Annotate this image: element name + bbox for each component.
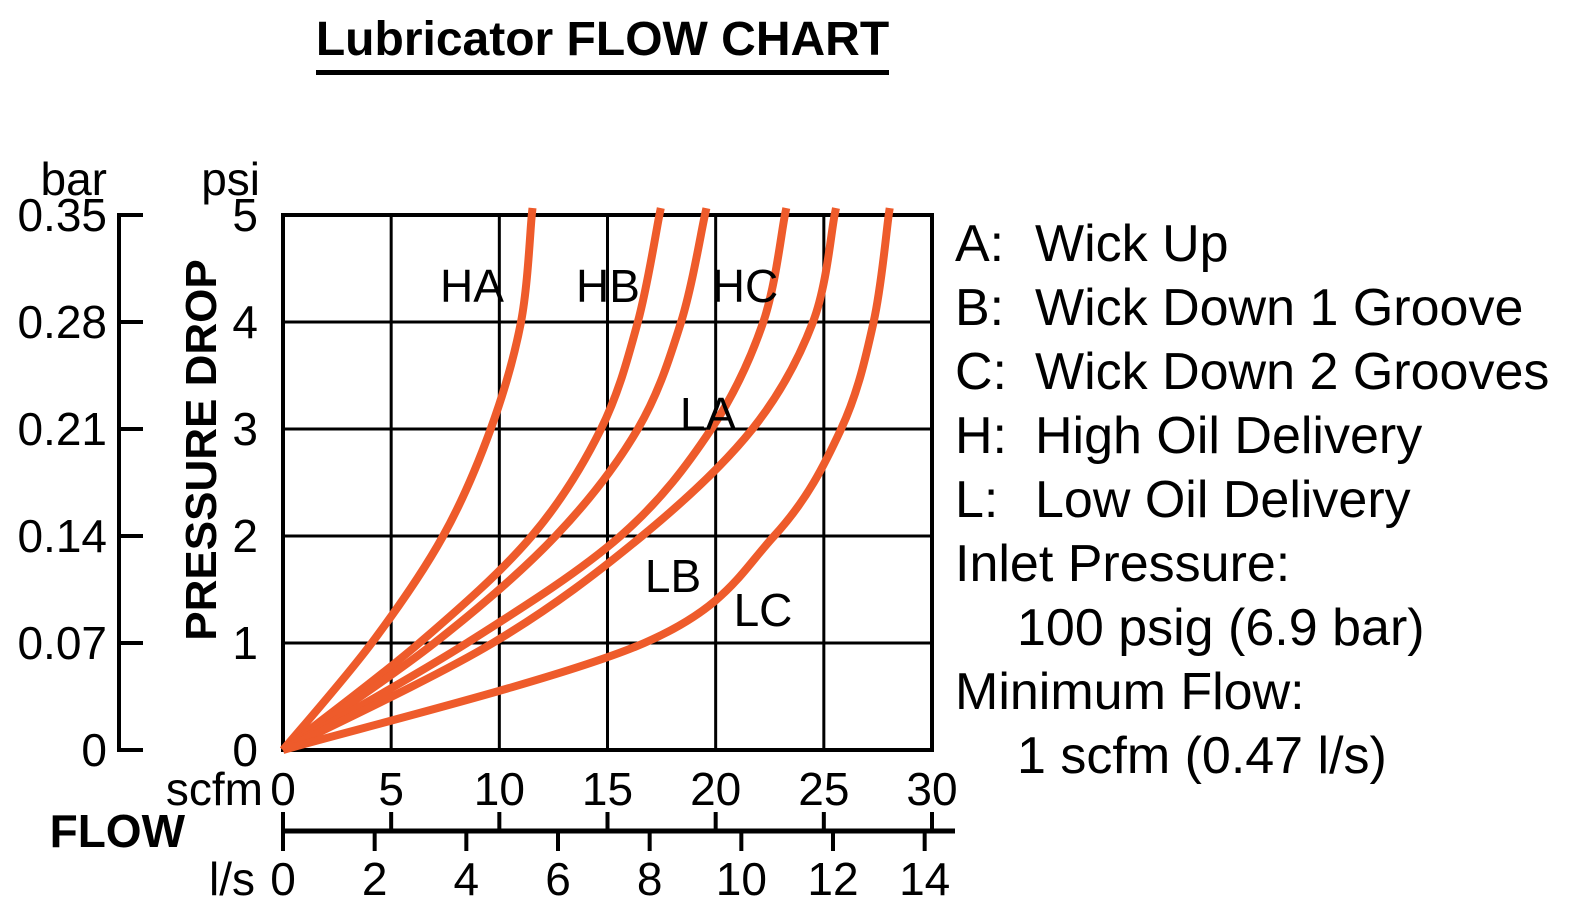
legend-key: A: — [955, 215, 1005, 273]
ls-tick-label: 8 — [636, 853, 663, 905]
ls-tick-label: 0 — [270, 853, 296, 905]
ls-tick-label: 4 — [453, 853, 480, 905]
psi-tick-label: 0 — [232, 724, 258, 776]
bar-tick-label: 0.35 — [17, 189, 107, 241]
legend-key: C: — [955, 343, 1007, 401]
legend-text: Low Oil Delivery — [1035, 471, 1411, 529]
curve-label-lc: LC — [733, 584, 793, 636]
legend-text: Wick Down 1 Groove — [1035, 279, 1524, 337]
legend: A: Wick Up B: Wick Down 1 Groove C: Wick Down… — [955, 212, 1565, 788]
plot-border — [281, 213, 934, 752]
bar-tick-label: 0.28 — [17, 296, 107, 348]
ls-tick-label: 2 — [361, 853, 388, 905]
legend-line: B: Wick Down 1 Groove — [955, 276, 1565, 340]
legend-line: C: Wick Down 2 Grooves — [955, 340, 1565, 404]
legend-line: Minimum Flow: — [955, 660, 1565, 724]
ls-unit-label: l/s — [209, 853, 255, 905]
curve-hc — [280, 207, 711, 754]
legend-text: 1 scfm (0.47 l/s) — [1017, 727, 1387, 785]
scfm-unit-label: scfm — [165, 763, 263, 815]
curve-hb — [280, 207, 665, 754]
x-axis-title: FLOW — [49, 805, 185, 857]
legend-key: B: — [955, 279, 1005, 337]
curve-lc — [281, 207, 894, 754]
legend-line: A: Wick Up — [955, 212, 1565, 276]
ls-tick-label: 6 — [545, 853, 571, 905]
curve-ha — [279, 207, 537, 753]
legend-text: High Oil Delivery — [1035, 407, 1423, 465]
legend-text: Wick Down 2 Grooves — [1035, 343, 1550, 401]
legend-key: H: — [955, 407, 1007, 465]
scfm-tick-label: 15 — [581, 763, 634, 815]
scfm-tick-label: 20 — [690, 763, 742, 815]
curve-label-hb: HB — [576, 260, 640, 312]
psi-tick-label: 4 — [232, 296, 258, 348]
legend-line: 100 psig (6.9 bar) — [955, 596, 1565, 660]
legend-line: Inlet Pressure: — [955, 532, 1565, 596]
ls-tick-label: 12 — [807, 853, 859, 905]
curve-label-ha: HA — [440, 260, 504, 312]
scfm-tick-label: 30 — [906, 763, 958, 815]
bar-tick-label: 0 — [81, 724, 107, 776]
psi-tick-label: 3 — [232, 403, 258, 455]
scfm-tick-label: 5 — [378, 763, 404, 815]
scfm-tick-label: 0 — [270, 763, 296, 815]
psi-tick-label: 5 — [232, 189, 258, 241]
legend-text: 100 psig (6.9 bar) — [1017, 599, 1425, 657]
psi-tick-label: 2 — [232, 510, 258, 562]
scfm-tick-label: 25 — [798, 763, 850, 815]
bar-unit-label: bar — [40, 153, 107, 205]
ls-tick-label: 10 — [715, 853, 767, 905]
psi-unit-label: psi — [201, 153, 260, 205]
bar-tick-label: 0.21 — [17, 403, 107, 455]
legend-text: Minimum Flow: — [955, 663, 1305, 721]
curve-label-hc: HC — [711, 260, 779, 312]
curve-lb — [281, 207, 840, 754]
bar-axis-bracket — [117, 213, 143, 752]
bar-tick-label: 0.14 — [17, 510, 107, 562]
title-wrap: Lubricator FLOW CHART — [0, 12, 1205, 75]
legend-line: H: High Oil Delivery — [955, 404, 1565, 468]
legend-text: Inlet Pressure: — [955, 535, 1291, 593]
bar-tick-label: 0.07 — [17, 617, 107, 669]
ls-tick-label: 14 — [899, 853, 951, 905]
curve-label-lb: LB — [644, 550, 702, 602]
scfm-tick-label: 10 — [473, 763, 525, 815]
page-title: Lubricator FLOW CHART — [315, 12, 890, 75]
curve-label-la: LA — [679, 388, 737, 440]
curve-la — [280, 207, 791, 754]
legend-text: Wick Up — [1035, 215, 1229, 273]
legend-line: 1 scfm (0.47 l/s) — [955, 724, 1565, 788]
psi-tick-label: 1 — [232, 617, 258, 669]
legend-line: L: Low Oil Delivery — [955, 468, 1565, 532]
legend-key: L: — [955, 471, 999, 529]
